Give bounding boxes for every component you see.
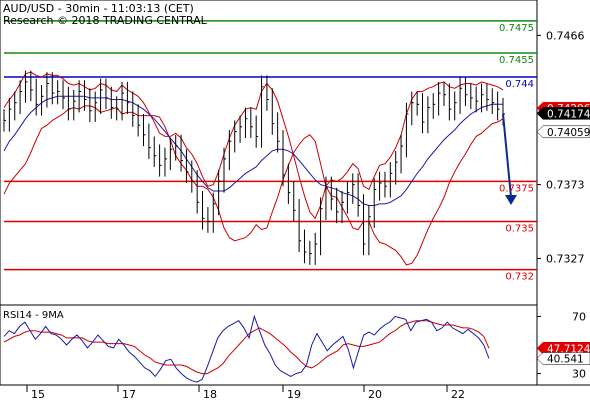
chart-title: AUD/USD - 30min - 11:03:13 (CET) bbox=[3, 2, 194, 15]
y-tick-label: 0.7373 bbox=[546, 179, 585, 192]
moving-average-line bbox=[3, 95, 503, 206]
level-labels: 0.7475 0.7455 0.744 0.7375 0.735 0.732 bbox=[499, 23, 534, 283]
rsi-group bbox=[3, 314, 490, 383]
level-label-0.7375: 0.7375 bbox=[499, 183, 534, 194]
price-plot-frame bbox=[0, 0, 538, 306]
level-label-0.744: 0.744 bbox=[505, 79, 534, 90]
x-tick-label: 15 bbox=[31, 388, 45, 400]
level-label-0.735: 0.735 bbox=[505, 224, 534, 235]
x-tick-label: 20 bbox=[368, 388, 382, 400]
y-tick-label: 0.7327 bbox=[546, 252, 585, 265]
forecast-arrow-shaft bbox=[502, 113, 512, 198]
rsi-ma-line bbox=[3, 320, 490, 375]
rsi-tick-label: 30 bbox=[572, 368, 586, 381]
bollinger-bands bbox=[3, 71, 504, 266]
price-y-ticks: 0.7466 0.7373 0.7327 bbox=[537, 29, 585, 265]
price-bars bbox=[3, 70, 505, 265]
rsi-y-ticks: 70 30 bbox=[537, 310, 586, 381]
level-label-0.732: 0.732 bbox=[505, 272, 534, 283]
level-label-0.7455: 0.7455 bbox=[499, 55, 534, 66]
x-tick-label: 22 bbox=[451, 388, 465, 400]
forecast-arrow-head bbox=[505, 195, 517, 205]
x-tick-label: 18 bbox=[203, 388, 217, 400]
forecast-arrow bbox=[502, 113, 517, 205]
y-tick-label: 0.7466 bbox=[546, 29, 585, 42]
x-tick-label: 19 bbox=[287, 388, 301, 400]
price-badge-black bbox=[536, 107, 590, 120]
bollinger-upper bbox=[3, 71, 504, 220]
level-label-0.7475: 0.7475 bbox=[499, 23, 534, 34]
x-axis-ticks: 15 17 18 19 20 22 bbox=[26, 385, 465, 400]
x-tick-label: 17 bbox=[122, 388, 136, 400]
chart-subtitle: Research © 2018 TRADING CENTRAL bbox=[3, 14, 208, 27]
moving-average bbox=[3, 95, 503, 206]
rsi-title: RSI14 - 9MA bbox=[3, 310, 64, 321]
rsi-badge-white bbox=[536, 352, 590, 365]
price-badge-label: 0.74174 bbox=[547, 108, 590, 120]
rsi-badge-label: 40.541 bbox=[547, 354, 584, 366]
bollinger-lower bbox=[3, 105, 504, 266]
price-group bbox=[3, 70, 505, 266]
rsi-plot-frame bbox=[0, 304, 538, 386]
price-badge-label: 0.74059 bbox=[547, 127, 590, 139]
price-badge-white bbox=[536, 125, 590, 139]
rsi-tick-label: 70 bbox=[572, 310, 586, 323]
rsi-line bbox=[3, 314, 490, 383]
level-lines bbox=[4, 20, 537, 271]
